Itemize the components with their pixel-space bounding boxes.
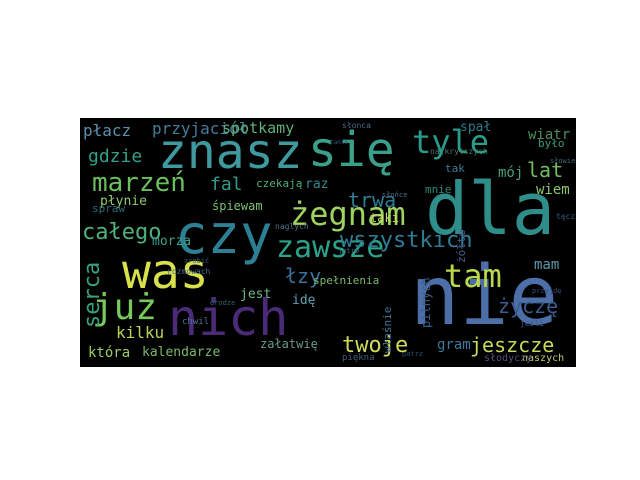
cloud-word: kalendarze: [142, 345, 221, 360]
cloud-word: lat: [527, 158, 564, 182]
cloud-word: słonca: [342, 121, 371, 130]
cloud-word: nie: [410, 249, 559, 344]
cloud-word: przyjdę: [532, 287, 562, 295]
cloud-word: słońce: [382, 191, 408, 199]
cloud-word: tęcz: [556, 212, 576, 221]
cloud-word: spotkamy: [222, 119, 295, 137]
cloud-word: czekają: [256, 177, 303, 190]
cloud-word: marzeń: [92, 168, 186, 198]
cloud-word: idę: [292, 293, 316, 308]
cloud-word: tak: [445, 162, 465, 175]
cloud-word: mój: [498, 165, 524, 181]
cloud-word: trwa: [348, 188, 397, 212]
cloud-word: słodyczy: [484, 353, 533, 364]
cloud-word: zrobić: [184, 257, 210, 265]
cloud-word: naszych: [522, 353, 565, 364]
cloud-word: morza: [152, 234, 192, 249]
cloud-word: właśnie: [381, 306, 394, 353]
cloud-word: żółte: [455, 229, 468, 263]
cloud-word: gram: [437, 337, 471, 353]
cloud-word: serca: [80, 261, 105, 328]
cloud-word: czy: [175, 203, 273, 266]
cloud-word: wiatr: [528, 127, 571, 143]
cloud-word: załatwię: [260, 337, 318, 351]
cloud-word: jeszcze: [470, 333, 555, 357]
cloud-word: mnie: [425, 183, 452, 196]
cloud-word: płynie: [100, 194, 147, 209]
cloud-word: rozmowach: [167, 267, 211, 276]
cloud-word: tyle: [412, 123, 490, 161]
cloud-word: spał: [460, 120, 492, 135]
cloud-word: płacz: [83, 121, 132, 140]
cloud-word: drodze: [210, 299, 236, 307]
cloud-word: jest: [240, 287, 272, 302]
word-cloud: nie dla was czy znasz się nich tyle tam zawsze żeg…: [80, 118, 576, 367]
cloud-word: twoje: [342, 333, 409, 358]
cloud-word: jutro: [338, 247, 360, 255]
cloud-word: pilnych: [419, 277, 433, 328]
cloud-word: najkrytszych: [430, 147, 488, 156]
cloud-word: już: [92, 287, 158, 328]
cloud-word: znasz: [158, 124, 303, 180]
cloud-word: gdzie: [88, 146, 143, 167]
cloud-word: życzę: [498, 294, 559, 318]
cloud-word: żegnam: [290, 195, 406, 233]
cloud-word: tamte: [330, 139, 349, 146]
cloud-word: która: [88, 345, 131, 361]
cloud-word: spraw: [92, 202, 126, 215]
cloud-word: piękna: [342, 353, 375, 363]
cloud-word: przyjaciół: [152, 119, 249, 138]
cloud-word: nich: [168, 289, 289, 347]
cloud-word: patrz: [402, 350, 424, 358]
cloud-word: się: [308, 122, 395, 178]
cloud-word: was: [122, 244, 209, 300]
cloud-word: taki: [370, 211, 399, 225]
cloud-word: jeśli: [520, 319, 545, 328]
cloud-word: wszystkich: [340, 228, 473, 253]
cloud-word: kilku: [116, 323, 165, 342]
cloud-word: spełnienia: [313, 274, 380, 287]
cloud-word: naglych: [275, 222, 309, 231]
cloud-word: zawsze: [276, 230, 385, 265]
cloud-word: mam: [534, 257, 560, 273]
cloud-word: wiem: [536, 182, 570, 198]
cloud-word: fal: [210, 174, 243, 195]
cloud-word: było: [538, 137, 565, 150]
cloud-word: całego: [82, 220, 162, 245]
cloud-word: dla: [425, 167, 556, 251]
cloud-word: tam: [444, 257, 502, 295]
cloud-word: łzy: [285, 264, 322, 288]
cloud-word: chwil: [182, 317, 210, 327]
cloud-word: raz: [305, 177, 329, 192]
cloud-word: słowie: [550, 157, 576, 165]
cloud-word: śpiewam: [212, 199, 263, 213]
